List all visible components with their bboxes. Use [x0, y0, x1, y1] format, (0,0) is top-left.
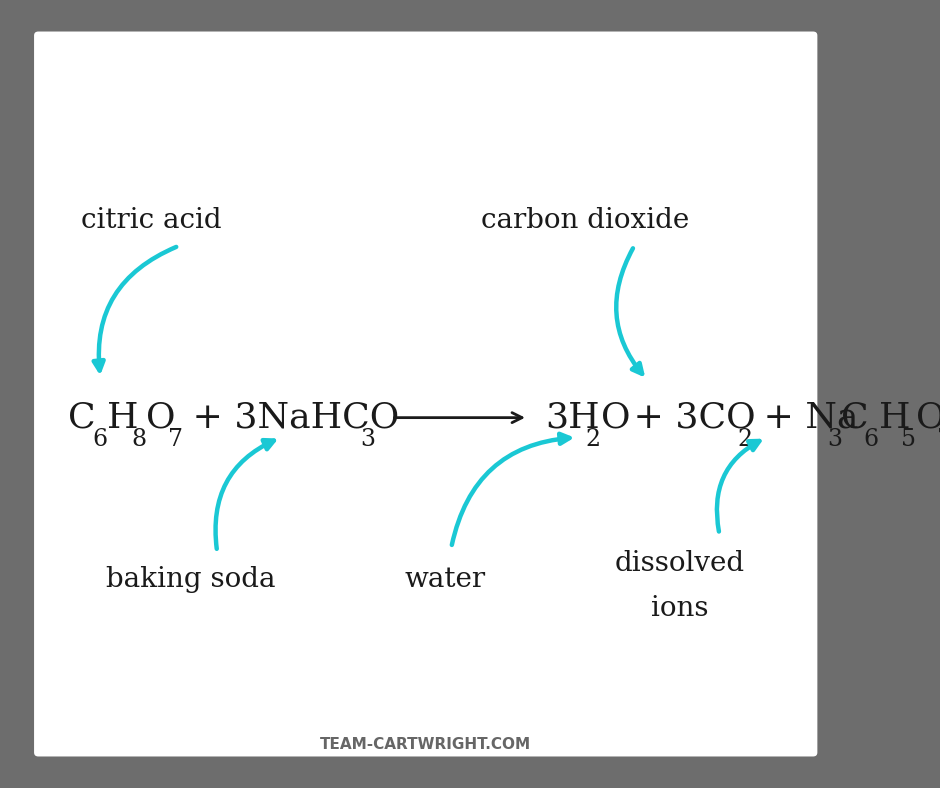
Text: + Na: + Na — [752, 400, 858, 435]
Text: 2: 2 — [737, 428, 752, 452]
Text: + 3NaHCO: + 3NaHCO — [181, 400, 400, 435]
Text: water: water — [404, 566, 486, 593]
Text: H: H — [879, 400, 910, 435]
Text: dissolved: dissolved — [615, 550, 744, 577]
Text: C: C — [841, 400, 869, 435]
Text: 6: 6 — [92, 428, 107, 452]
FancyBboxPatch shape — [34, 32, 818, 756]
FancyArrowPatch shape — [215, 440, 274, 549]
Text: O: O — [916, 400, 940, 435]
Text: TEAM-CARTWRIGHT.COM: TEAM-CARTWRIGHT.COM — [321, 737, 531, 753]
FancyArrowPatch shape — [617, 248, 642, 374]
Text: 8: 8 — [131, 428, 147, 452]
Text: 5: 5 — [901, 428, 916, 452]
FancyArrowPatch shape — [717, 441, 760, 532]
Text: citric acid: citric acid — [81, 207, 222, 234]
Text: 3: 3 — [827, 428, 842, 452]
Text: C: C — [68, 400, 96, 435]
Text: O: O — [601, 400, 631, 435]
Text: 3H: 3H — [545, 400, 600, 435]
Text: 7: 7 — [167, 428, 182, 452]
Text: baking soda: baking soda — [106, 566, 276, 593]
Text: + 3CO: + 3CO — [621, 400, 755, 435]
Text: O: O — [147, 400, 176, 435]
Text: 3: 3 — [360, 428, 375, 452]
Text: carbon dioxide: carbon dioxide — [481, 207, 689, 234]
Text: H: H — [107, 400, 139, 435]
Text: 6: 6 — [863, 428, 879, 452]
Text: 7: 7 — [937, 428, 940, 452]
Text: 2: 2 — [586, 428, 601, 452]
FancyArrowPatch shape — [452, 434, 570, 545]
Text: ions: ions — [650, 595, 708, 622]
FancyArrowPatch shape — [94, 247, 176, 370]
